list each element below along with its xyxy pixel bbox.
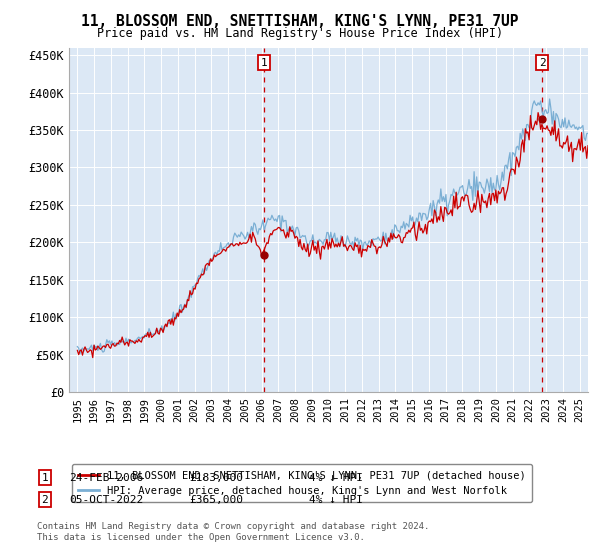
Text: 1: 1 — [41, 473, 49, 483]
Text: Contains HM Land Registry data © Crown copyright and database right 2024.
This d: Contains HM Land Registry data © Crown c… — [37, 522, 430, 542]
Text: 4% ↓ HPI: 4% ↓ HPI — [309, 473, 363, 483]
Text: 2: 2 — [41, 494, 49, 505]
Text: 4% ↓ HPI: 4% ↓ HPI — [309, 494, 363, 505]
Text: 1: 1 — [260, 58, 268, 68]
Text: 24-FEB-2006: 24-FEB-2006 — [69, 473, 143, 483]
Legend: 11, BLOSSOM END, SNETTISHAM, KING'S LYNN, PE31 7UP (detached house), HPI: Averag: 11, BLOSSOM END, SNETTISHAM, KING'S LYNN… — [71, 464, 532, 502]
Text: 2: 2 — [539, 58, 545, 68]
Text: £183,000: £183,000 — [189, 473, 243, 483]
Text: 05-OCT-2022: 05-OCT-2022 — [69, 494, 143, 505]
Text: 11, BLOSSOM END, SNETTISHAM, KING'S LYNN, PE31 7UP: 11, BLOSSOM END, SNETTISHAM, KING'S LYNN… — [81, 14, 519, 29]
Text: Price paid vs. HM Land Registry's House Price Index (HPI): Price paid vs. HM Land Registry's House … — [97, 27, 503, 40]
Text: £365,000: £365,000 — [189, 494, 243, 505]
